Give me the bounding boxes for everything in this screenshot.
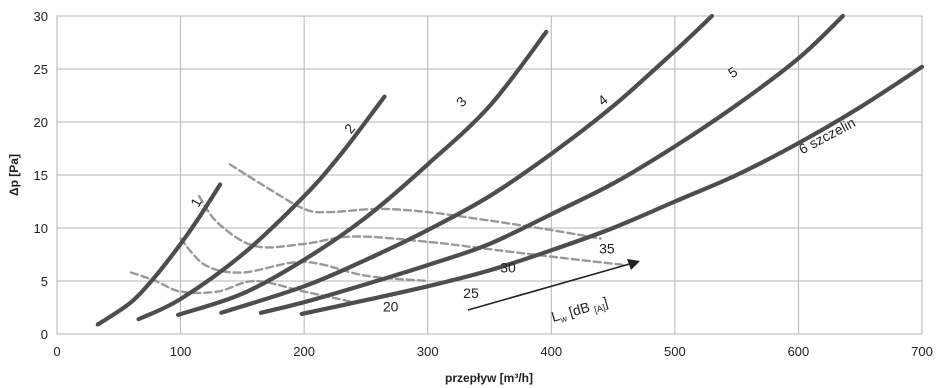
series-line-4 <box>219 13 714 315</box>
curve-label: 3 <box>453 93 470 110</box>
curve-label: 5 <box>725 63 740 81</box>
grid <box>56 15 923 335</box>
x-tick-label: 600 <box>788 344 810 359</box>
x-tick-label: 300 <box>417 344 439 359</box>
curve-label: 30 <box>500 260 516 276</box>
y-tick-label: 0 <box>41 327 48 342</box>
series-layer <box>95 13 925 327</box>
curve-label: 6 szczelin <box>796 114 858 157</box>
series-line-3 <box>176 29 549 317</box>
curve-label: 35 <box>599 240 615 256</box>
y-axis-ticks: 0 5 10 15 20 25 30 <box>34 9 48 342</box>
curve-label: 1 <box>187 195 205 210</box>
curve-label: 25 <box>463 285 479 301</box>
loudness-arrow <box>467 259 640 311</box>
series-line-2 <box>136 94 387 322</box>
x-axis-ticks: 0 100 200 300 400 500 600 700 <box>53 344 932 359</box>
series-line-6-szczelin <box>299 64 925 316</box>
plot-frame <box>56 15 923 335</box>
x-tick-label: 200 <box>293 344 315 359</box>
x-tick-label: 400 <box>540 344 562 359</box>
series-line-5 <box>258 13 845 315</box>
x-tick-label: 100 <box>170 344 192 359</box>
series-line-25 <box>179 237 429 283</box>
curve-label: 4 <box>595 91 611 109</box>
y-tick-label: 5 <box>41 274 48 289</box>
curve-label: 20 <box>383 299 399 315</box>
y-tick-label: 10 <box>34 221 48 236</box>
y-tick-label: 20 <box>34 115 48 130</box>
loudness-annotation: Lw [dB [A]] <box>549 294 610 327</box>
x-tick-label: 0 <box>53 344 60 359</box>
series-line-1 <box>95 182 223 327</box>
y-axis-title: Δp [Pa] <box>7 154 21 196</box>
x-tick-label: 700 <box>911 344 933 359</box>
x-tick-label: 500 <box>664 344 686 359</box>
series-line-30 <box>197 195 627 267</box>
y-tick-label: 25 <box>34 62 48 77</box>
y-tick-label: 15 <box>34 168 48 183</box>
y-tick-label: 30 <box>34 9 48 24</box>
series-line-20 <box>129 271 355 304</box>
x-axis-title: przepływ [m³/h] <box>445 371 533 385</box>
